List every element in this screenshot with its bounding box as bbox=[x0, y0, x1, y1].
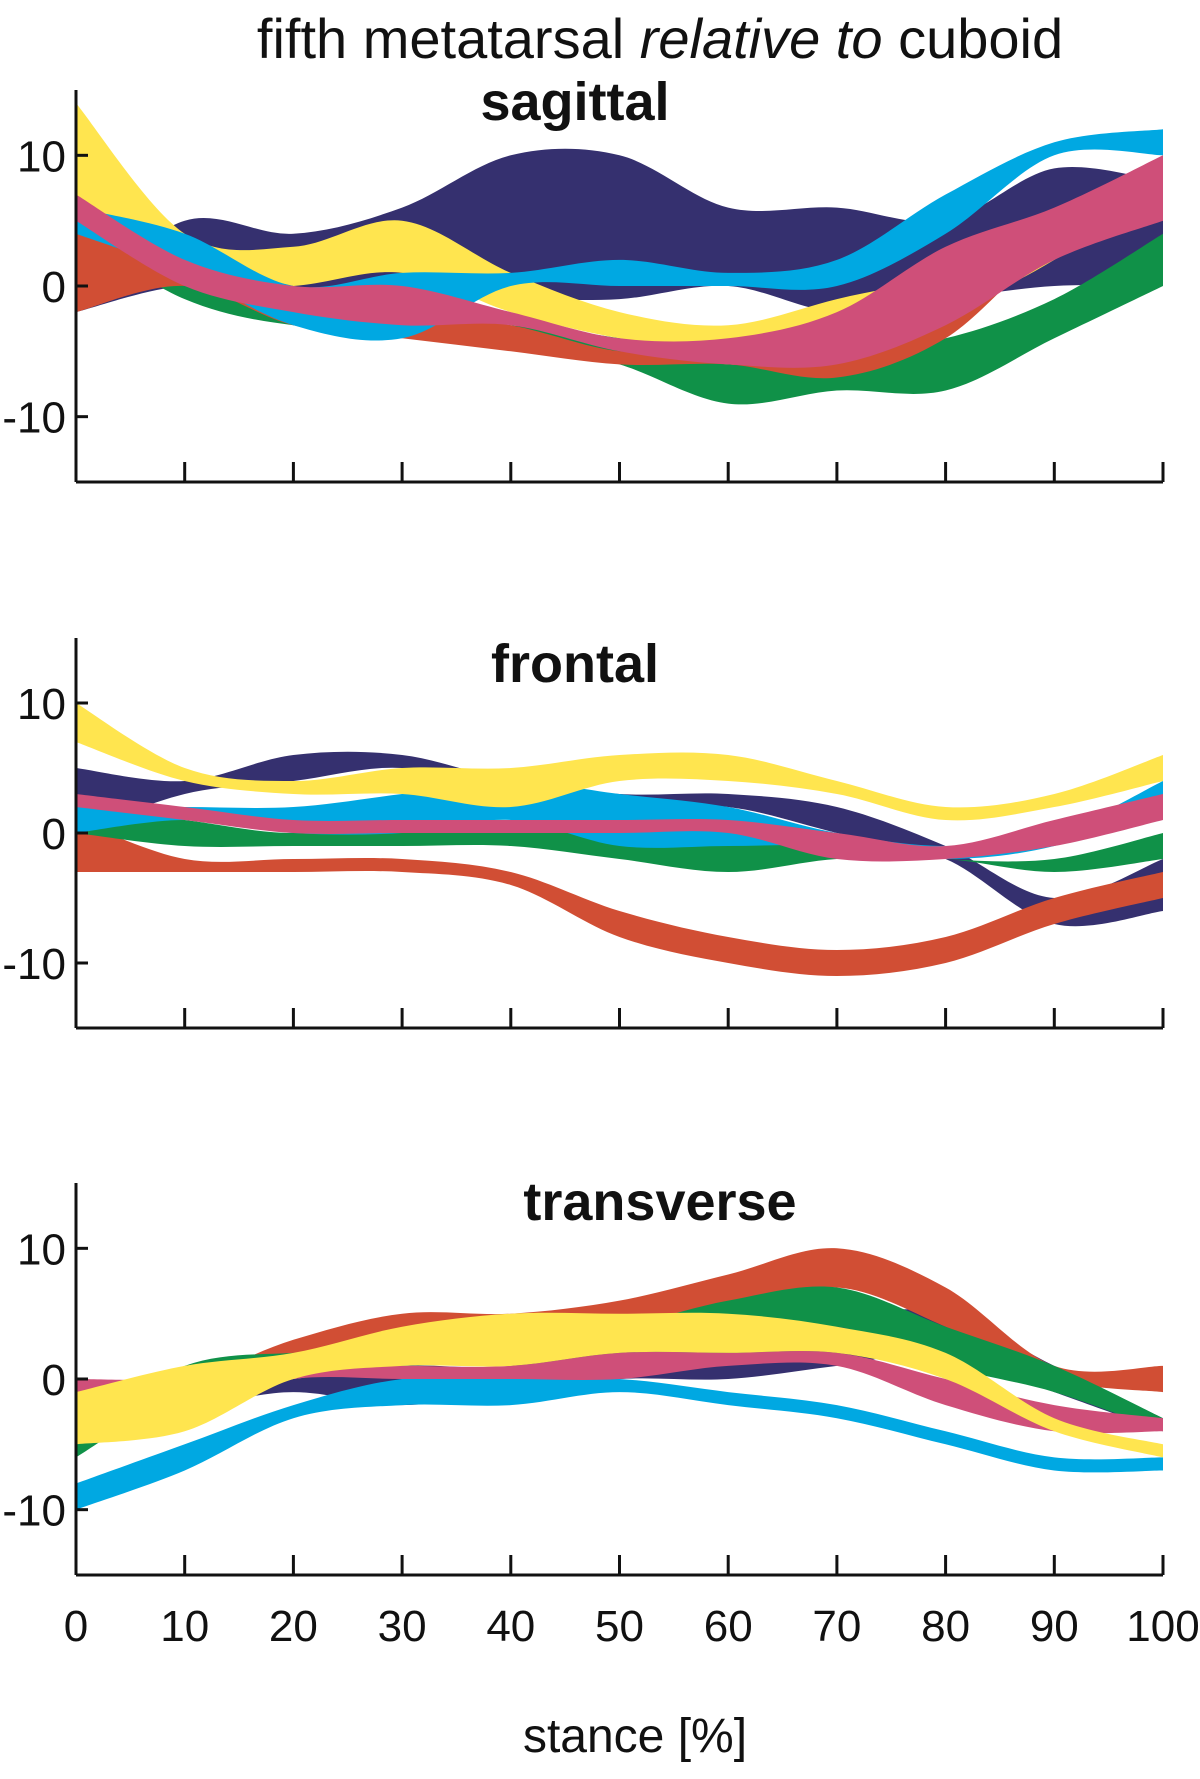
band-series-6 bbox=[76, 155, 1163, 368]
y-tick-label: -10 bbox=[2, 1487, 66, 1536]
band-series-6 bbox=[76, 1312, 1163, 1458]
x-tick-label: 0 bbox=[64, 1602, 88, 1651]
panel-title: frontal bbox=[491, 634, 659, 694]
frontal-panel: 10 0 -10 frontal bbox=[2, 634, 1165, 1030]
band-series-3 bbox=[76, 1286, 1163, 1458]
sagittal-panel: 10 0 -10 sagittal bbox=[2, 72, 1165, 484]
panel-title: sagittal bbox=[480, 72, 669, 132]
x-tick-label: 80 bbox=[921, 1602, 970, 1651]
x-tick-label: 50 bbox=[595, 1602, 644, 1651]
band-series-4 bbox=[76, 1377, 1163, 1510]
band-series-5 bbox=[76, 1350, 1163, 1434]
y-tick-label: -10 bbox=[2, 940, 66, 989]
x-tick-label: 100 bbox=[1126, 1602, 1199, 1651]
y-tick-label: 10 bbox=[17, 132, 66, 181]
y-tick-label: 0 bbox=[42, 1356, 66, 1405]
x-axis-label: stance [%] bbox=[523, 1710, 747, 1763]
x-tick-label: 40 bbox=[486, 1602, 535, 1651]
x-tick-label: 70 bbox=[812, 1602, 861, 1651]
band-series-6 bbox=[76, 794, 1163, 862]
figure-title-part-3: cuboid bbox=[883, 7, 1064, 70]
band-series-2 bbox=[76, 820, 1163, 976]
x-tick-label: 30 bbox=[378, 1602, 427, 1651]
y-tick-label: 0 bbox=[42, 263, 66, 312]
figure-title: fifth metatarsal relative to cuboid bbox=[257, 7, 1063, 70]
y-tick-label: 0 bbox=[42, 810, 66, 859]
y-tick-label: -10 bbox=[2, 394, 66, 443]
x-tick-label: 60 bbox=[704, 1602, 753, 1651]
x-tick-label: 20 bbox=[269, 1602, 318, 1651]
y-tick-label: 10 bbox=[17, 1225, 66, 1274]
figure-title-part-2: relative to bbox=[640, 7, 883, 70]
x-tick-label: 90 bbox=[1030, 1602, 1079, 1651]
panel-title: transverse bbox=[523, 1172, 796, 1232]
y-tick-label: 10 bbox=[17, 680, 66, 729]
figure-title-part-1: fifth metatarsal bbox=[257, 7, 640, 70]
band-series-5 bbox=[76, 703, 1163, 821]
x-tick-label: 10 bbox=[160, 1602, 209, 1651]
